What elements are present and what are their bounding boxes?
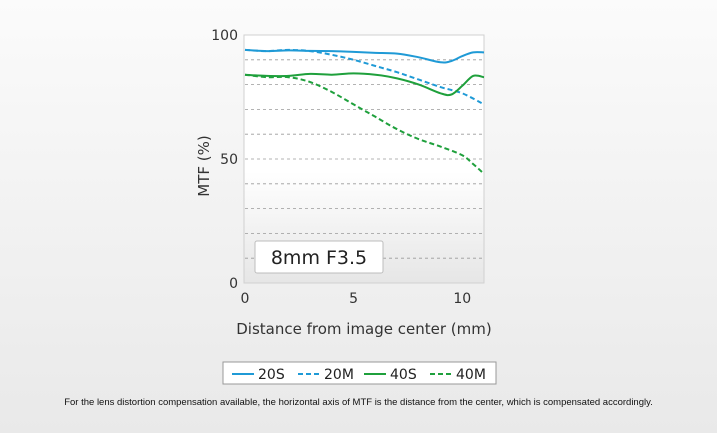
grid-lines (245, 59, 484, 259)
legend-label-20m: 20M (324, 367, 354, 383)
footnote: For the lens distortion compensation ava… (64, 397, 653, 408)
x-axis-title: Distance from image center (mm) (236, 320, 491, 338)
y-tick-label: 50 (220, 152, 238, 168)
legend-label-20s: 20S (258, 367, 285, 383)
tick-labels: 0 50 100 0 5 10 (211, 28, 471, 307)
series-lines (244, 48, 485, 175)
x-tick-label: 0 (241, 291, 250, 307)
lens-spec-box: 8mm F3.5 (254, 240, 384, 274)
legend-label-40m: 40M (456, 367, 486, 383)
legend-label-40s: 40S (390, 367, 417, 383)
x-tick-label: 10 (453, 291, 471, 307)
x-tick-label: 5 (349, 291, 358, 307)
y-tick-label: 0 (229, 276, 238, 292)
series-line-40m (244, 73, 485, 175)
series-line-40s (244, 72, 485, 97)
legend: 20S 20M 40S 40M (222, 361, 497, 385)
lens-spec-label: 8mm F3.5 (271, 247, 367, 269)
y-axis-title: MTF (%) (195, 135, 213, 196)
y-tick-label: 100 (211, 28, 238, 44)
series-line-20s (244, 48, 485, 64)
series-line-20m (244, 48, 485, 106)
legend-frame (222, 361, 497, 385)
